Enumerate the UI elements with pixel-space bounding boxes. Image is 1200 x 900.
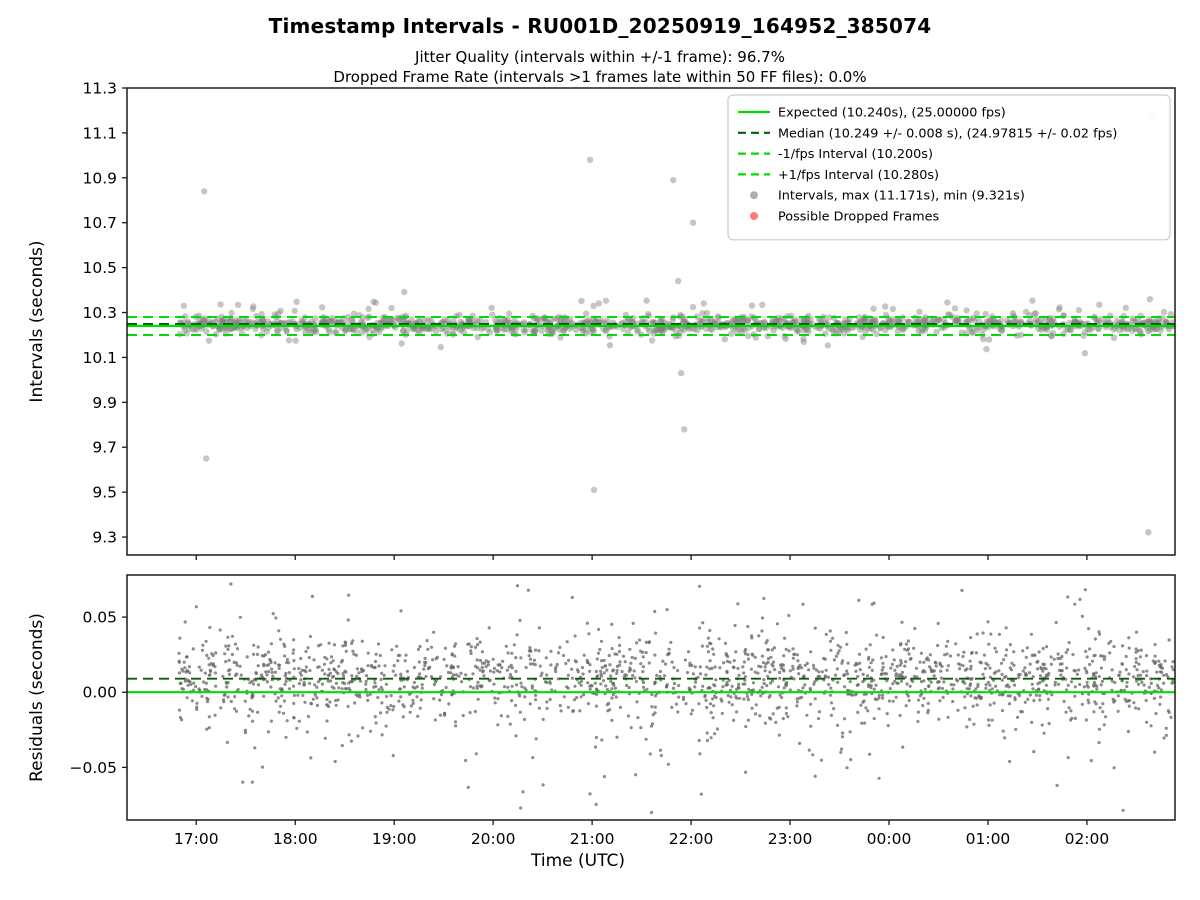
svg-text:21:00: 21:00 xyxy=(570,830,615,848)
legend-entry-4: Intervals, max (11.171s), min (9.321s) xyxy=(750,189,1025,204)
residuals-y-axis-label: Residuals (seconds) xyxy=(27,613,47,782)
svg-text:10.7: 10.7 xyxy=(82,214,117,232)
legend-marker-sample xyxy=(750,212,758,220)
svg-text:02:00: 02:00 xyxy=(1065,830,1110,848)
svg-text:9.3: 9.3 xyxy=(92,529,117,547)
svg-text:17:00: 17:00 xyxy=(174,830,219,848)
legend-marker-sample xyxy=(750,191,758,200)
residuals-y-ticks: −0.05 0.00 0.05 xyxy=(70,609,127,777)
residual-points xyxy=(177,582,1175,815)
svg-text:22:00: 22:00 xyxy=(669,830,714,848)
legend-label: +1/fps Interval (10.280s) xyxy=(778,168,939,183)
legend-label: -1/fps Interval (10.200s) xyxy=(778,147,933,162)
legend-label: Median (10.249 +/- 0.008 s), (24.97815 +… xyxy=(778,126,1117,141)
intervals-y-ticks: 9.3 9.5 9.7 9.9 10.1 10.3 10.5 10.7 10.9 11.1 11.3 xyxy=(82,80,127,547)
svg-text:18:00: 18:00 xyxy=(273,830,318,848)
svg-text:23:00: 23:00 xyxy=(768,830,813,848)
chart-title: Timestamp Intervals - RU001D_20250919_16… xyxy=(268,14,932,38)
legend-label: Intervals, max (11.171s), min (9.321s) xyxy=(778,189,1025,204)
svg-text:0.00: 0.00 xyxy=(82,684,117,702)
svg-text:20:00: 20:00 xyxy=(471,830,516,848)
legend: Expected (10.240s), (25.00000 fps) Median… xyxy=(727,94,1171,241)
x-axis-label: Time (UTC) xyxy=(530,851,625,871)
legend-entry-5: Possible Dropped Frames xyxy=(750,210,939,225)
subtitle-jitter-quality: Jitter Quality (intervals within +/-1 fr… xyxy=(415,48,785,66)
residuals-axes-frame xyxy=(126,574,1176,821)
svg-text:01:00: 01:00 xyxy=(966,830,1011,848)
legend-entry-1: Median (10.249 +/- 0.008 s), (24.97815 +… xyxy=(738,126,1117,141)
svg-text:9.5: 9.5 xyxy=(92,484,117,502)
legend-entry-3: +1/fps Interval (10.280s) xyxy=(738,168,939,183)
legend-entry-2: -1/fps Interval (10.200s) xyxy=(738,147,933,162)
svg-text:0.05: 0.05 xyxy=(82,609,117,627)
intervals-x-ticks xyxy=(195,555,1088,560)
svg-text:10.9: 10.9 xyxy=(82,169,117,187)
residuals-panel: −0.05 0.00 0.05 17:00 18:00 19:00 20:00 21:00 22… xyxy=(27,574,1176,848)
svg-text:10.1: 10.1 xyxy=(82,349,117,367)
svg-text:11.3: 11.3 xyxy=(82,80,117,98)
svg-text:9.9: 9.9 xyxy=(92,394,117,412)
svg-text:10.3: 10.3 xyxy=(82,304,117,322)
svg-text:−0.05: −0.05 xyxy=(70,759,118,777)
subtitle-dropped-frame-rate: Dropped Frame Rate (intervals >1 frames … xyxy=(333,68,867,86)
svg-text:9.7: 9.7 xyxy=(92,439,117,457)
residuals-x-ticks: 17:00 18:00 19:00 20:00 21:00 22:00 23:00 00:00… xyxy=(174,820,1109,848)
legend-label: Expected (10.240s), (25.00000 fps) xyxy=(778,106,1006,121)
svg-text:19:00: 19:00 xyxy=(372,830,417,848)
svg-text:11.1: 11.1 xyxy=(82,124,117,142)
legend-entry-0: Expected (10.240s), (25.00000 fps) xyxy=(738,106,1006,121)
svg-text:10.5: 10.5 xyxy=(82,259,117,277)
legend-label: Possible Dropped Frames xyxy=(778,210,939,225)
svg-text:00:00: 00:00 xyxy=(867,830,912,848)
intervals-y-axis-label: Intervals (seconds) xyxy=(27,240,47,402)
intervals-axes-frame xyxy=(126,87,1176,556)
